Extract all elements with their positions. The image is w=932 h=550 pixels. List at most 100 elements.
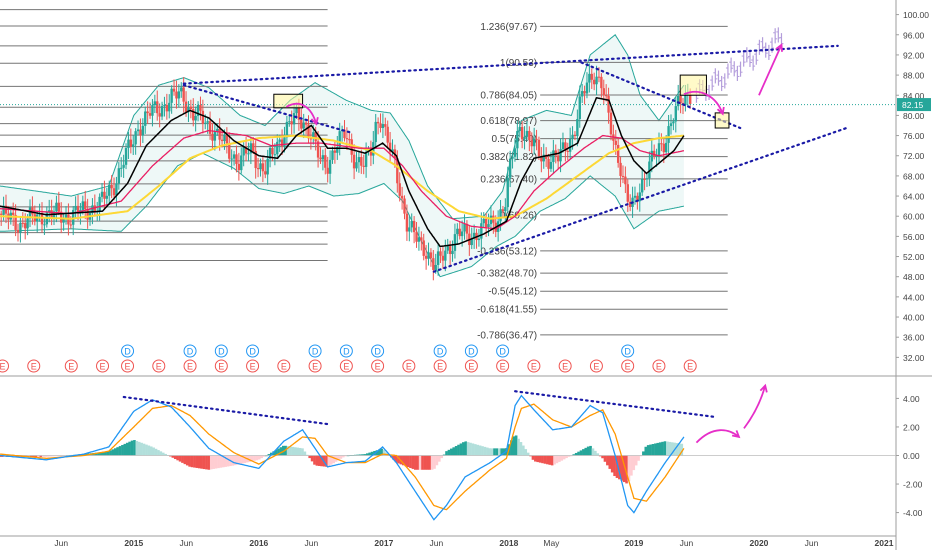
earnings-marker[interactable] <box>496 359 510 373</box>
candle-body <box>439 251 442 256</box>
candle-body <box>314 132 317 142</box>
dividend-marker[interactable] <box>621 344 635 358</box>
dividend-marker[interactable] <box>246 344 260 358</box>
macd-histogram-bar <box>248 455 251 462</box>
arrow-annotation[interactable] <box>285 102 318 125</box>
macd-histogram-bar <box>378 449 381 456</box>
candle-body <box>645 178 649 180</box>
candle-body <box>304 122 308 125</box>
dividend-marker[interactable] <box>308 344 322 358</box>
earnings-marker[interactable] <box>589 359 603 373</box>
macd-histogram-bar <box>154 448 158 456</box>
price-trendline[interactable] <box>432 126 848 273</box>
earnings-marker[interactable] <box>402 359 416 373</box>
candle-body <box>199 105 202 111</box>
price-trendline[interactable] <box>182 84 354 135</box>
earnings-marker[interactable] <box>246 359 260 373</box>
macd-histogram-bar <box>478 445 482 456</box>
candle-body <box>187 106 190 113</box>
macd-histogram-bar <box>538 455 542 463</box>
macd-histogram-bar <box>29 455 33 457</box>
price-pane[interactable]: 1.786(100.98)1.618(97.73)1.414(93.79)1.2… <box>0 5 896 373</box>
candle-body <box>400 195 404 199</box>
fib-level-label: 0.382(71.82) <box>480 152 537 163</box>
candle-body <box>283 137 286 147</box>
candle-body <box>374 121 377 143</box>
highlight-box[interactable] <box>714 112 730 129</box>
dividend-marker[interactable] <box>214 344 228 358</box>
dividend-marker[interactable] <box>464 344 478 358</box>
dividend-marker[interactable] <box>121 344 135 358</box>
macd-histogram-bar <box>137 441 141 456</box>
earnings-marker[interactable] <box>621 359 635 373</box>
earnings-marker[interactable] <box>183 359 197 373</box>
candle-body <box>384 124 387 127</box>
candle-body <box>456 228 459 235</box>
earnings-marker[interactable] <box>0 359 9 373</box>
macd-histogram-bar <box>567 455 571 457</box>
candle-body <box>432 258 435 270</box>
candle-body <box>129 139 133 147</box>
macd-histogram-bar <box>101 451 105 456</box>
macd-histogram-bar <box>670 442 674 456</box>
macd-histogram-bar <box>207 455 211 470</box>
highlight-box[interactable] <box>679 74 707 96</box>
dividend-marker[interactable] <box>339 344 353 358</box>
dividend-marker[interactable] <box>371 344 385 358</box>
earnings-marker[interactable] <box>64 359 78 373</box>
earnings-marker[interactable] <box>339 359 353 373</box>
earnings-marker[interactable] <box>433 359 447 373</box>
candle-body <box>386 126 389 143</box>
price-trendline[interactable] <box>182 44 839 85</box>
earnings-marker[interactable] <box>308 359 322 373</box>
macd-histogram-bar <box>243 455 247 463</box>
candle-body <box>328 159 332 174</box>
candle-body <box>556 155 560 162</box>
dividend-marker[interactable] <box>433 344 447 358</box>
price-trendline[interactable] <box>580 61 742 130</box>
earnings-marker[interactable] <box>214 359 228 373</box>
macd-trendline[interactable] <box>122 395 329 426</box>
macd-histogram-bar <box>663 441 667 456</box>
arrow-annotation[interactable] <box>743 385 767 429</box>
earnings-marker[interactable] <box>683 359 697 373</box>
earnings-marker[interactable] <box>121 359 135 373</box>
arrow-annotation[interactable] <box>695 429 740 444</box>
candle-body <box>192 109 195 121</box>
macd-histogram-bar <box>438 455 441 462</box>
candle-body <box>252 143 255 151</box>
candle-body <box>201 110 205 124</box>
earnings-marker[interactable] <box>527 359 541 373</box>
macd-histogram-bar <box>171 455 175 458</box>
time-axis-label: Jun <box>680 538 694 548</box>
macd-histogram-bar <box>404 455 408 467</box>
candle-body <box>357 157 361 163</box>
earnings-marker[interactable] <box>558 359 572 373</box>
candle-body <box>626 184 629 202</box>
earnings-marker[interactable] <box>277 359 291 373</box>
macd-histogram-bar <box>675 443 679 456</box>
macd-histogram-bar <box>200 455 203 469</box>
macd-trendline[interactable] <box>514 390 717 419</box>
earnings-marker[interactable] <box>152 359 166 373</box>
candle-body <box>158 113 161 117</box>
candle-body <box>484 218 488 228</box>
earnings-marker-label: E <box>343 362 349 372</box>
macd-histogram-bar <box>289 446 292 456</box>
earnings-marker[interactable] <box>464 359 478 373</box>
candle-body <box>477 238 481 241</box>
candle-body <box>153 101 157 106</box>
dividend-marker[interactable] <box>496 344 510 358</box>
candle-body <box>213 131 217 141</box>
earnings-marker[interactable] <box>96 359 110 373</box>
candle-body <box>177 91 181 99</box>
earnings-marker[interactable] <box>652 359 666 373</box>
macd-axis-label: 4.00 <box>903 394 920 404</box>
arrow-annotation[interactable] <box>683 90 724 115</box>
dividend-marker[interactable] <box>183 344 197 358</box>
macd-pane[interactable] <box>0 383 896 521</box>
earnings-marker[interactable] <box>27 359 41 373</box>
earnings-marker[interactable] <box>371 359 385 373</box>
arrow-annotation[interactable] <box>758 44 783 96</box>
